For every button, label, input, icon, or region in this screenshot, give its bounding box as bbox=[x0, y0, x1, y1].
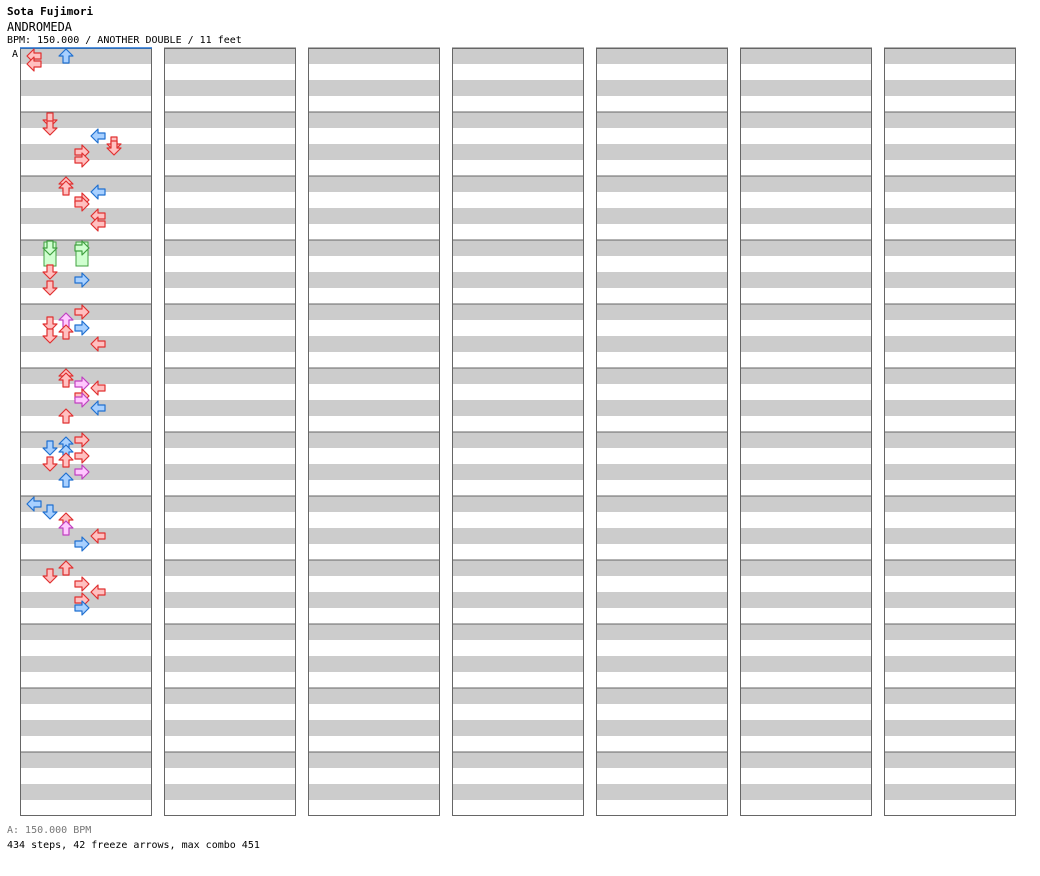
arrow-r-note bbox=[74, 392, 90, 408]
bpm-legend: A: 150.000 BPM bbox=[7, 825, 92, 836]
arrow-u-note bbox=[58, 520, 74, 536]
arrow-u-note bbox=[58, 452, 74, 468]
arrow-r-note bbox=[74, 536, 90, 552]
chart-column-4 bbox=[452, 47, 584, 816]
chart-info: BPM: 150.000 / ANOTHER DOUBLE / 11 feet bbox=[7, 35, 242, 46]
arrow-l-note bbox=[26, 56, 42, 72]
chart-column-5 bbox=[596, 47, 728, 816]
chart-column-7 bbox=[884, 47, 1016, 816]
song-title: ANDROMEDA bbox=[7, 20, 73, 34]
arrow-d-note bbox=[42, 440, 58, 456]
arrow-r-note bbox=[74, 576, 90, 592]
chart-column-3 bbox=[308, 47, 440, 816]
artist-name: Sota Fujimori bbox=[7, 5, 94, 18]
arrow-r-note bbox=[74, 304, 90, 320]
arrow-r-note bbox=[74, 196, 90, 212]
arrow-u-note bbox=[58, 408, 74, 424]
arrow-d-note bbox=[42, 504, 58, 520]
arrow-u-note bbox=[58, 48, 74, 64]
arrow-l-note bbox=[90, 184, 106, 200]
arrow-d-note bbox=[42, 568, 58, 584]
arrow-l-note bbox=[90, 336, 106, 352]
chart-column-6 bbox=[740, 47, 872, 816]
arrow-u-note bbox=[58, 180, 74, 196]
arrow-l-note bbox=[26, 496, 42, 512]
arrow-u-note bbox=[58, 372, 74, 388]
arrow-l-note bbox=[90, 216, 106, 232]
column-frame bbox=[884, 48, 1016, 816]
column-frame bbox=[452, 48, 584, 816]
arrow-r-note bbox=[74, 272, 90, 288]
arrow-r-note bbox=[74, 432, 90, 448]
arrow-u-note bbox=[58, 560, 74, 576]
arrow-d-note bbox=[42, 280, 58, 296]
column-frame bbox=[164, 48, 296, 816]
arrow-r-note bbox=[74, 240, 90, 256]
arrow-d-note bbox=[106, 140, 122, 156]
arrow-d-note bbox=[42, 316, 58, 332]
arrow-d-note bbox=[42, 264, 58, 280]
arrow-r-note bbox=[74, 464, 90, 480]
arrow-r-note bbox=[74, 320, 90, 336]
arrow-l-note bbox=[90, 528, 106, 544]
arrow-r-note bbox=[74, 152, 90, 168]
arrow-r-note bbox=[74, 600, 90, 616]
arrow-d-note bbox=[42, 456, 58, 472]
chart-column-2 bbox=[164, 47, 296, 816]
arrow-d-note bbox=[42, 240, 58, 256]
arrow-l-note bbox=[90, 584, 106, 600]
column-frame bbox=[308, 48, 440, 816]
arrow-l-note bbox=[90, 400, 106, 416]
arrow-d-note bbox=[42, 120, 58, 136]
arrow-u-note bbox=[58, 324, 74, 340]
arrow-r-note bbox=[74, 448, 90, 464]
arrow-l-note bbox=[90, 380, 106, 396]
arrow-u-note bbox=[58, 472, 74, 488]
column-frame bbox=[740, 48, 872, 816]
bpm-marker-label: A bbox=[12, 49, 18, 60]
chart-stats: 434 steps, 42 freeze arrows, max combo 4… bbox=[7, 840, 260, 851]
column-frame bbox=[596, 48, 728, 816]
arrow-d-note bbox=[42, 328, 58, 344]
arrow-l-note bbox=[90, 128, 106, 144]
